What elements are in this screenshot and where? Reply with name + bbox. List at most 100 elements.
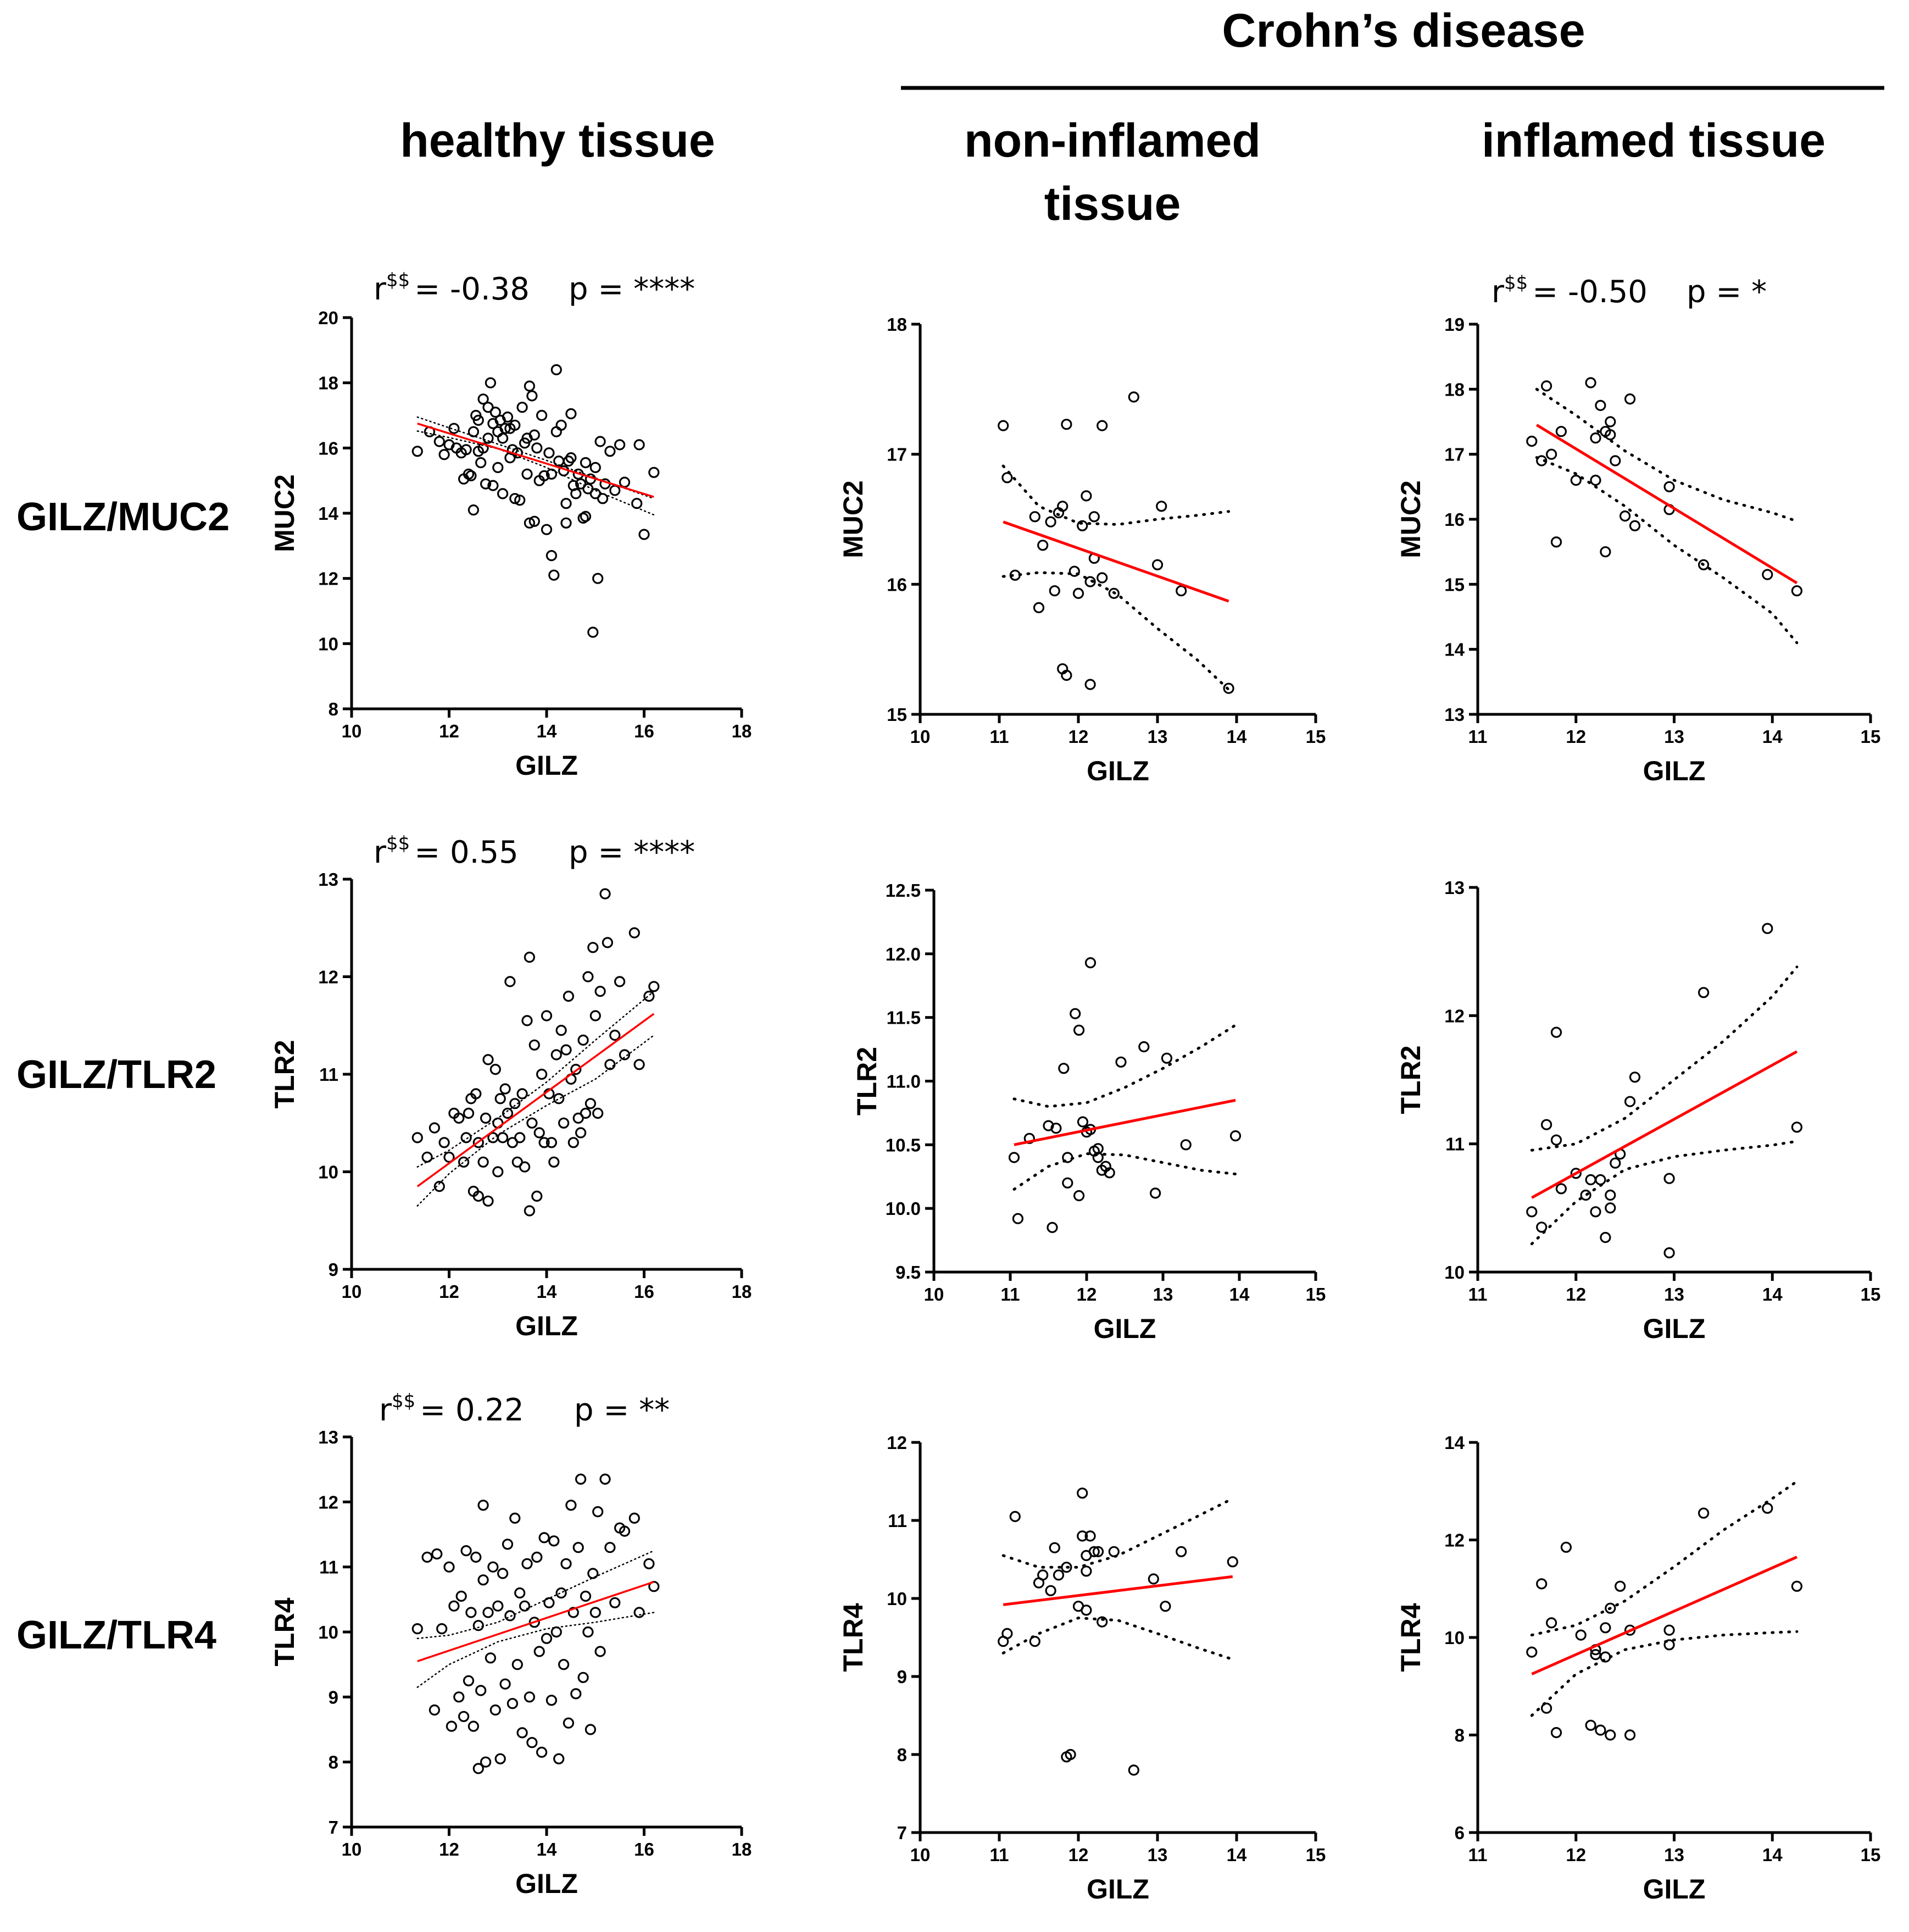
data-point <box>485 377 497 388</box>
y-tick-label: 11 <box>319 1064 338 1085</box>
data-point <box>475 457 487 469</box>
data-point <box>619 1049 631 1061</box>
x-tick-label: 12 <box>1068 1845 1089 1865</box>
data-point <box>482 1607 494 1618</box>
y-tick-label: 8 <box>897 1745 907 1765</box>
data-point <box>1151 559 1164 570</box>
data-point <box>1526 1646 1538 1658</box>
data-point <box>1624 1096 1636 1107</box>
correlation-stat: r$$ = -0.50 <box>1491 272 1648 310</box>
data-point <box>1077 520 1088 531</box>
data-point <box>465 470 477 481</box>
data-point <box>446 1720 458 1732</box>
data-point <box>463 1675 475 1686</box>
row-label-tlr4: GILZ/TLR4 <box>16 1613 216 1657</box>
data-point <box>477 1500 489 1511</box>
regression-line <box>1014 1098 1236 1146</box>
data-point <box>1605 1189 1616 1201</box>
x-tick-label: 14 <box>1762 1284 1783 1304</box>
data-point <box>563 990 575 1002</box>
correlation-stat: r$$ = -0.38 <box>374 269 530 307</box>
data-point <box>587 1568 599 1579</box>
data-point <box>421 1151 433 1163</box>
data-point <box>465 1607 477 1618</box>
data-point <box>1180 1139 1192 1151</box>
data-point <box>585 1724 597 1735</box>
data-point <box>485 1652 497 1664</box>
data-point <box>592 1506 604 1518</box>
data-point <box>1061 419 1072 430</box>
data-point <box>541 1010 553 1021</box>
data-point <box>497 488 509 499</box>
data-point <box>628 927 640 939</box>
data-point <box>1600 1231 1611 1243</box>
data-point <box>1045 516 1056 528</box>
correlation-stat: r$$ = 0.22 <box>379 1390 524 1428</box>
data-point <box>1546 1617 1557 1629</box>
data-point <box>1088 1546 1100 1557</box>
x-tick-label: 13 <box>1148 726 1168 747</box>
data-point <box>482 1054 494 1065</box>
data-point <box>480 478 492 490</box>
data-point <box>1791 585 1802 597</box>
column-header-noninflamed-line1: non-inflamed <box>964 114 1261 167</box>
y-axis-title: TLR2 <box>269 1040 300 1109</box>
data-point <box>589 1010 601 1021</box>
x-tick-label: 15 <box>1306 726 1326 747</box>
x-tick-label: 14 <box>537 1281 557 1302</box>
data-point <box>428 1122 441 1134</box>
data-point <box>575 1127 587 1139</box>
data-point <box>998 420 1009 431</box>
data-point <box>1128 1764 1139 1776</box>
data-point <box>589 1607 601 1618</box>
data-point <box>555 1024 567 1036</box>
data-point <box>1791 1580 1802 1592</box>
data-point <box>1084 957 1097 969</box>
y-tick-label: 7 <box>897 1823 907 1843</box>
data-point <box>1009 1511 1021 1522</box>
x-tick-label: 11 <box>990 726 1009 747</box>
x-tick-label: 14 <box>537 721 557 741</box>
data-point <box>560 517 572 529</box>
data-point <box>570 488 582 499</box>
x-tick-label: 15 <box>1861 1284 1881 1304</box>
y-tick-label: 18 <box>887 314 907 335</box>
data-point <box>555 419 567 431</box>
y-axis-title: TLR4 <box>269 1597 300 1666</box>
data-point <box>536 1068 548 1080</box>
y-tick-label: 12 <box>318 569 338 589</box>
data-point <box>1698 1507 1710 1519</box>
data-point <box>507 1137 519 1148</box>
data-point <box>1629 520 1641 531</box>
y-tick-label: 10 <box>1444 1628 1465 1648</box>
column-header-healthy: healthy tissue <box>400 114 715 167</box>
data-point <box>563 1717 575 1729</box>
data-point <box>1663 1247 1675 1259</box>
data-point <box>1541 1119 1552 1130</box>
data-point <box>1610 455 1621 467</box>
data-point <box>521 1015 533 1026</box>
ci-lower-band <box>416 1612 655 1688</box>
data-point <box>580 510 592 523</box>
x-tick-label: 13 <box>1148 1845 1168 1865</box>
data-point <box>1605 416 1616 428</box>
data-point <box>548 1535 560 1547</box>
data-point <box>1536 1222 1548 1233</box>
data-point <box>1148 1573 1159 1585</box>
y-tick-label: 19 <box>1444 314 1465 335</box>
data-point <box>648 1581 660 1592</box>
data-point <box>619 1525 631 1537</box>
data-point <box>1536 1578 1548 1590</box>
y-tick-label: 10 <box>318 1622 338 1642</box>
data-point <box>1762 923 1773 934</box>
data-point <box>1084 1530 1096 1542</box>
data-point <box>509 1098 521 1109</box>
data-point <box>550 1626 562 1638</box>
data-point <box>580 457 592 469</box>
x-tick-label: 12 <box>1077 1284 1097 1304</box>
data-point <box>570 1688 582 1700</box>
data-point <box>1009 569 1021 581</box>
y-tick-label: 14 <box>1444 640 1465 660</box>
